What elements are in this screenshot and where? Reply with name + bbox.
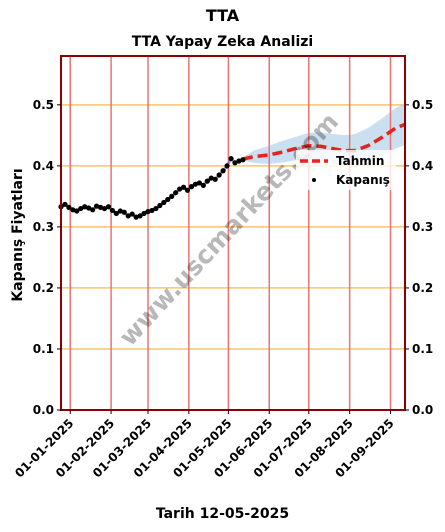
close-point <box>117 208 123 214</box>
close-point <box>62 201 68 207</box>
close-point <box>157 202 163 209</box>
close-point <box>180 184 187 190</box>
close-point <box>105 204 112 210</box>
close-point <box>224 163 230 169</box>
close-point <box>97 204 104 210</box>
legend-box <box>296 150 396 190</box>
close-point <box>78 205 84 212</box>
close-point <box>200 182 206 188</box>
close-point <box>153 205 159 212</box>
close-point <box>74 208 80 214</box>
close-point <box>141 210 147 217</box>
close-point <box>196 180 202 186</box>
close-point <box>173 190 179 196</box>
legend-close-label: Kapanış <box>336 173 390 187</box>
y-tick-label-left: 0.5 <box>33 98 54 112</box>
x-axis-label: Tarih 12-05-2025 <box>155 506 290 522</box>
close-point <box>236 158 242 164</box>
close-point <box>129 211 135 217</box>
y-tick-label-right: 0.0 <box>412 403 433 417</box>
y-tick-label-left: 0.3 <box>33 220 54 234</box>
y-tick-label-right: 0.4 <box>412 159 433 173</box>
close-point <box>212 176 218 182</box>
y-tick-label-left: 0.0 <box>33 403 54 417</box>
y-tick-label-left: 0.1 <box>33 342 54 356</box>
close-point <box>121 209 127 215</box>
close-point <box>188 184 195 190</box>
close-point <box>208 175 214 181</box>
close-point <box>220 168 226 174</box>
close-point <box>232 160 238 166</box>
close-point <box>137 213 143 219</box>
close-point <box>133 214 139 220</box>
figure-title: TTA <box>205 6 240 25</box>
close-point <box>90 207 96 213</box>
y-tick-label-right: 0.1 <box>412 342 433 356</box>
close-point <box>66 204 72 210</box>
close-point <box>169 193 175 199</box>
legend-forecast-label: Tahmin <box>336 154 384 168</box>
close-point <box>184 187 191 193</box>
close-point <box>145 209 151 215</box>
y-tick-label-left: 0.2 <box>33 281 54 295</box>
close-point <box>101 205 108 212</box>
y-tick-label-right: 0.2 <box>412 281 433 295</box>
close-point <box>149 207 155 214</box>
close-point <box>93 203 100 209</box>
close-point <box>216 172 222 178</box>
y-tick-label-left: 0.4 <box>33 159 54 173</box>
close-point <box>228 155 234 162</box>
close-point <box>125 213 131 219</box>
close-point <box>70 207 76 213</box>
close-point <box>161 199 167 206</box>
close-point <box>177 186 183 192</box>
close-point <box>113 210 119 217</box>
close-point <box>86 205 92 211</box>
legend-close-swatch <box>312 178 316 182</box>
y-tick-label-right: 0.3 <box>412 220 433 234</box>
chart-title: TTA Yapay Zeka Analizi <box>131 34 314 50</box>
close-point <box>82 204 88 210</box>
close-point <box>109 207 116 214</box>
close-point <box>165 196 171 203</box>
close-point <box>204 178 210 184</box>
plot-frame <box>60 55 406 411</box>
forecast-line <box>242 122 406 161</box>
close-point <box>240 157 246 163</box>
y-tick-label-right: 0.5 <box>412 98 433 112</box>
close-point <box>192 181 199 187</box>
